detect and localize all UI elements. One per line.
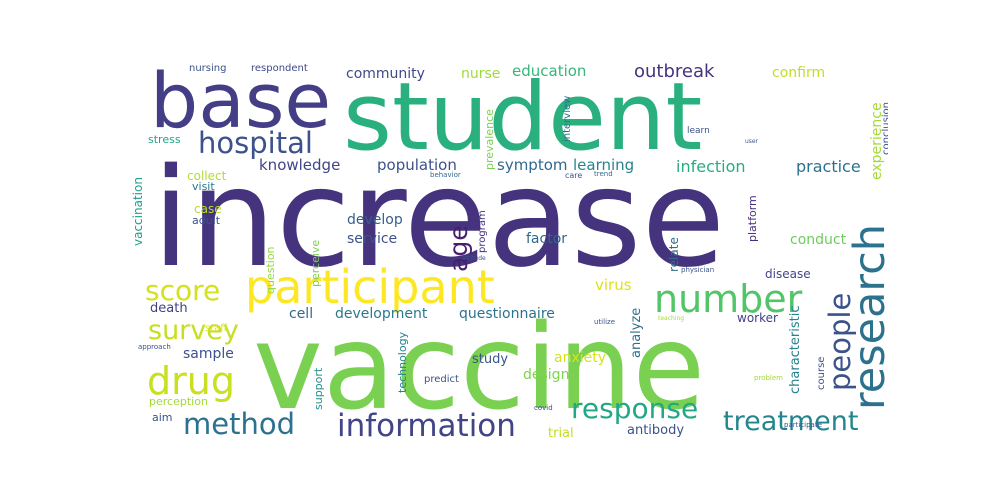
word-confirm: confirm [772, 65, 825, 81]
word-anxiety: anxiety [554, 350, 606, 366]
word-nurse: nurse [461, 66, 500, 82]
word-cloud: increase vaccine student base participant res… [125, 58, 888, 443]
word-design: design [523, 367, 569, 383]
word-increase: increase [152, 140, 725, 298]
word-vaccine: vaccine [253, 298, 705, 436]
word-visit: visit [192, 180, 215, 193]
word-behavior: behavior [430, 171, 461, 179]
word-characteristic: characteristic [788, 306, 803, 395]
word-infection: infection [676, 157, 746, 176]
word-relate: relate [667, 237, 681, 272]
word-community: community [346, 66, 425, 82]
word-learning: learning [573, 156, 634, 174]
word-respondent: respondent [251, 63, 308, 74]
word-staff: staff [205, 323, 228, 334]
word-analyze: analyze [629, 308, 644, 358]
word-nursing: nursing [189, 63, 226, 74]
word-sample: sample [183, 346, 234, 362]
word-support: support [312, 367, 325, 410]
word-trend: trend [594, 170, 613, 178]
word-service: service [347, 231, 397, 247]
word-perceive: perceive [309, 240, 322, 287]
word-covid: covid [534, 404, 553, 412]
word-research: research [845, 224, 888, 410]
word-vaccination: vaccination [131, 177, 145, 246]
word-development: development [335, 306, 428, 322]
word-program: program [477, 210, 488, 253]
word-hospital: hospital [198, 126, 313, 160]
word-education: education [512, 62, 586, 80]
word-teaching: teaching [658, 315, 684, 322]
word-develop: develop [347, 212, 403, 228]
word-utilize: utilize [594, 318, 615, 326]
word-cell: cell [289, 306, 313, 322]
word-knowledge: knowledge [259, 156, 340, 174]
word-perception: perception [149, 395, 208, 408]
word-drug: drug [147, 359, 235, 403]
word-study: study [472, 352, 508, 367]
word-virus: virus [595, 276, 632, 294]
word-platform: platform [746, 195, 759, 242]
word-method: method [183, 407, 295, 441]
word-information: information [337, 408, 516, 443]
word-antibody: antibody [627, 423, 684, 438]
word-technology: technology [396, 331, 409, 393]
word-problem: problem [754, 374, 783, 382]
word-age: age [444, 225, 473, 272]
word-outbreak: outbreak [634, 61, 715, 82]
word-predict: predict [424, 374, 459, 385]
word-adult: adult [192, 214, 221, 227]
word-participant: participant [245, 260, 495, 314]
word-question: question [264, 246, 277, 294]
word-approach: approach [138, 343, 171, 351]
word-attitude: attitude [462, 255, 486, 262]
word-conclusion: conclusion [881, 102, 888, 155]
word-treatment: treatment [723, 406, 858, 437]
word-people: people [823, 293, 857, 391]
word-stress: stress [148, 133, 181, 146]
word-learn: learn [687, 126, 710, 136]
word-response: response [571, 392, 698, 425]
word-interview: interview [562, 96, 573, 142]
word-conduct: conduct [790, 232, 847, 248]
word-practice: practice [796, 157, 861, 176]
word-user: user [745, 138, 759, 145]
word-questionnaire: questionnaire [459, 306, 555, 322]
word-student: student [343, 63, 702, 172]
word-number: number [654, 277, 803, 321]
word-disease: disease [765, 267, 811, 281]
word-worker: worker [737, 311, 778, 325]
word-care: care [565, 171, 582, 180]
word-participate: participate [784, 421, 822, 429]
word-factor: factor [526, 231, 567, 247]
word-trial: trial [548, 426, 574, 441]
word-base: base [150, 58, 331, 145]
word-population: population [377, 156, 457, 174]
word-physician: physician [681, 266, 714, 274]
word-prevalence: prevalence [483, 109, 496, 170]
word-course: course [816, 357, 827, 390]
word-aim: aim [152, 411, 173, 424]
word-collect: collect [187, 169, 227, 183]
word-score: score [145, 274, 220, 307]
word-case: case [194, 202, 222, 216]
word-death: death [150, 301, 188, 316]
word-symptom: symptom [497, 156, 568, 174]
word-experience: experience [869, 102, 885, 180]
word-survey: survey [148, 315, 239, 346]
